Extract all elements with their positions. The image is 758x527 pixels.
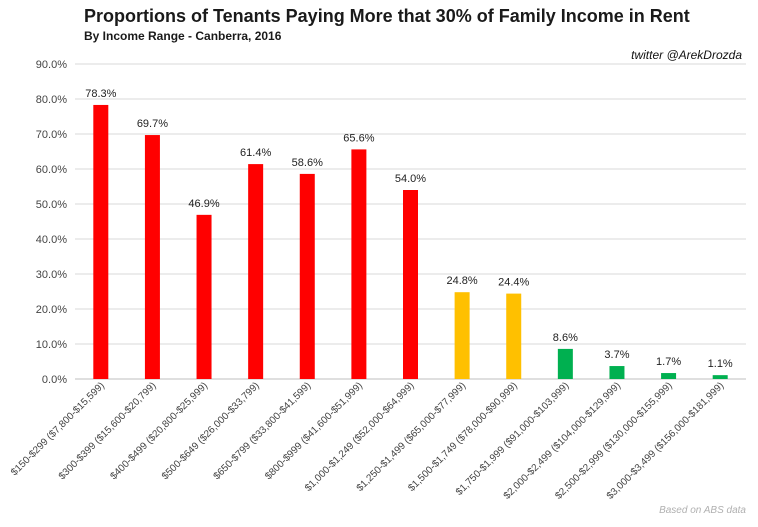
twitter-credit: twitter @ArekDrozda: [631, 48, 742, 62]
data-label: 3.7%: [604, 349, 629, 361]
data-label: 1.7%: [656, 356, 681, 368]
data-label: 24.4%: [498, 277, 529, 289]
bar: [661, 373, 677, 379]
data-label: 65.6%: [343, 132, 374, 144]
bar: [454, 292, 470, 379]
y-tick-label: 60.0%: [36, 164, 67, 176]
y-tick-label: 20.0%: [36, 304, 67, 316]
bar: [144, 135, 160, 379]
bar: [299, 173, 315, 379]
y-tick-label: 30.0%: [36, 269, 67, 281]
bar: [351, 149, 367, 379]
x-tick-label: $1,000-$1,249 ($52,000-$64,999): [303, 380, 417, 494]
y-tick-label: 70.0%: [36, 129, 67, 141]
x-tick-label: $1,250-$1,499 ($65,000-$77,999): [355, 380, 469, 494]
data-label: 54.0%: [395, 173, 426, 185]
bar: [93, 104, 109, 379]
data-label: 8.6%: [553, 332, 578, 344]
x-tick-label: $400-$499 ($20,800-$25,999): [108, 380, 210, 482]
chart-subtitle: By Income Range - Canberra, 2016: [84, 29, 282, 43]
x-tick-label: $800-$999 ($41,600-$51,999): [263, 380, 365, 482]
bar: [712, 375, 728, 379]
source-note: Based on ABS data: [659, 505, 746, 516]
data-label: 78.3%: [85, 88, 116, 100]
x-tick-label: $1,750-$1,999 ($91,000-$103,999): [454, 380, 571, 497]
data-label: 61.4%: [240, 147, 271, 159]
data-label: 69.7%: [137, 118, 168, 130]
y-tick-label: 40.0%: [36, 234, 67, 246]
bar: [403, 190, 418, 379]
y-tick-label: 50.0%: [36, 199, 67, 211]
y-tick-label: 80.0%: [36, 94, 67, 106]
x-tick-label: $3,000-$3,499 ($156,000-$181,999): [605, 380, 726, 501]
bar: [609, 366, 625, 379]
bar: [557, 348, 573, 379]
y-tick-label: 10.0%: [36, 339, 67, 351]
bar: [248, 164, 264, 379]
y-tick-label: 90.0%: [36, 59, 67, 71]
bar: [506, 293, 522, 379]
data-label: 1.1%: [708, 358, 733, 370]
chart-title: Proportions of Tenants Paying More that …: [84, 6, 690, 26]
data-label: 46.9%: [188, 198, 219, 210]
x-tick-label: $650-$799 ($33,800-$41,599): [212, 380, 314, 482]
x-tick-label: $150-$299 ($7,800-$15,599): [9, 380, 107, 478]
bar: [196, 214, 212, 379]
x-tick-label: $1,500-$1,749 ($78,000-$90,999): [406, 380, 520, 494]
data-label: 24.8%: [447, 275, 478, 287]
y-tick-label: 0.0%: [42, 374, 67, 386]
x-tick-label: $500-$649 ($26,000-$33,799): [160, 380, 262, 482]
x-tick-label: $300-$399 ($15,600-$20,799): [57, 380, 159, 482]
data-label: 58.6%: [292, 157, 323, 169]
